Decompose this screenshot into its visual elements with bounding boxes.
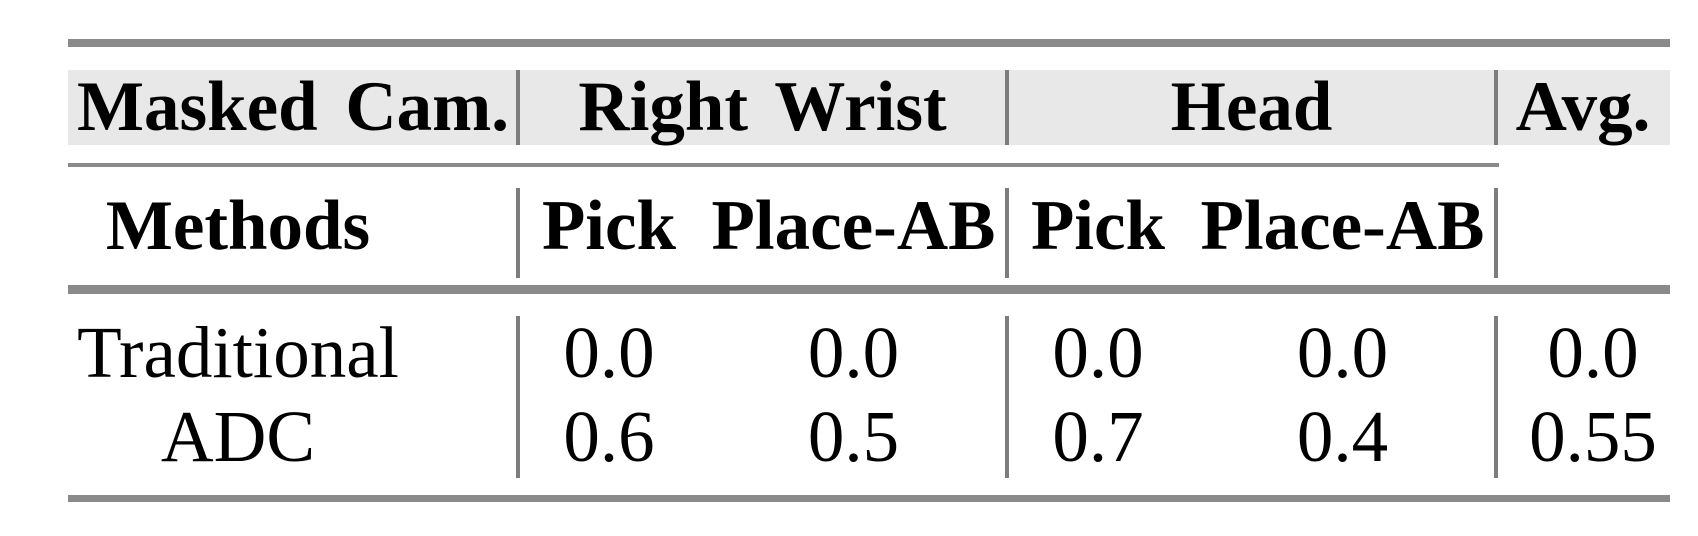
cell-method-adc: ADC: [160, 395, 316, 477]
header-head-place-ab: Place-AB: [1200, 187, 1485, 265]
vertical-divider-methods-band: [516, 70, 520, 145]
vertical-divider-rw-head-band: [1005, 70, 1009, 145]
cell-adc-head-place-ab: 0.4: [1296, 395, 1389, 477]
header-head: Head: [1170, 68, 1333, 146]
cell-traditional-head-place-ab: 0.0: [1296, 311, 1389, 393]
cell-adc-right-wrist-pick: 0.6: [563, 395, 655, 477]
cell-adc-avg: 0.55: [1529, 395, 1657, 477]
vertical-divider-head-avg-body: [1494, 316, 1498, 478]
cell-adc-right-wrist-place-ab: 0.5: [807, 395, 900, 477]
header-right-wrist-pick: Pick: [541, 187, 677, 265]
mid-rule: [68, 285, 1670, 294]
bottom-rule: [68, 495, 1670, 502]
table-row-traditional: Traditional 0.0 0.0 0.0 0.0 0.0: [68, 302, 1670, 402]
header-row-subcolumns: Methods Pick Place-AB Pick Place-AB: [68, 168, 1670, 285]
top-rule: [68, 39, 1670, 47]
vertical-divider-head-avg-band: [1494, 70, 1498, 145]
vertical-divider-rw-head-subheader: [1005, 188, 1009, 278]
cell-method-traditional: Traditional: [77, 311, 399, 393]
header-right-wrist-place-ab: Place-AB: [711, 187, 996, 265]
table-row-adc: ADC 0.6 0.5 0.7 0.4 0.55: [68, 386, 1670, 486]
vertical-divider-methods-subheader: [516, 188, 520, 278]
header-avg: Avg.: [1515, 68, 1651, 146]
header-band: [68, 70, 1670, 145]
header-row-groups: Masked Cam. Right Wrist Head Avg.: [68, 70, 1670, 145]
header-right-wrist: Right Wrist: [578, 68, 947, 146]
cell-traditional-right-wrist-pick: 0.0: [563, 311, 655, 393]
header-masked-cam: Masked Cam.: [76, 68, 510, 146]
cell-traditional-right-wrist-place-ab: 0.0: [807, 311, 900, 393]
header-methods: Methods: [105, 187, 371, 265]
header-head-pick: Pick: [1030, 187, 1166, 265]
cell-traditional-avg: 0.0: [1547, 311, 1639, 393]
partial-mid-rule: [68, 163, 1499, 167]
vertical-divider-head-avg-subheader: [1494, 188, 1498, 278]
cell-adc-head-pick: 0.7: [1052, 395, 1144, 477]
vertical-divider-rw-head-body: [1005, 316, 1009, 478]
cell-traditional-head-pick: 0.0: [1052, 311, 1144, 393]
vertical-divider-methods-body: [516, 316, 520, 478]
results-table: Masked Cam. Right Wrist Head Avg. Method…: [68, 0, 1670, 536]
header-avg-spacer: [1496, 168, 1670, 285]
